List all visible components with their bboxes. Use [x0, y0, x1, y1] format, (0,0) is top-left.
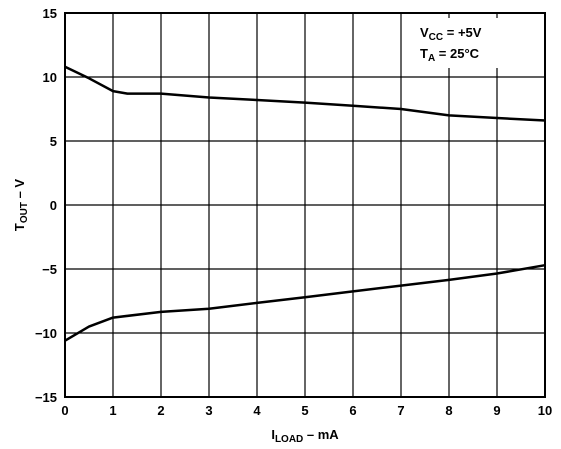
- y-tick-label: 5: [50, 134, 57, 149]
- series-line-1: [64, 65, 546, 122]
- y-tick-label: 15: [43, 6, 57, 21]
- annotation-ta-main: T: [420, 46, 428, 61]
- x-axis-label-main: I: [271, 427, 275, 442]
- x-tick-label: 7: [397, 403, 404, 418]
- annotation-ta-rest: = 25°C: [435, 46, 479, 61]
- annotation-ta: TA = 25°C: [420, 46, 480, 64]
- y-tick-label: −10: [35, 326, 57, 341]
- annotation-vcc-main: V: [420, 25, 429, 40]
- y-axis-label-rest: – V: [12, 179, 27, 202]
- y-axis-label: TOUT – V: [12, 179, 30, 232]
- y-axis-label-sub: OUT: [19, 202, 30, 223]
- y-tick-label: −5: [42, 262, 57, 277]
- x-tick-label: 4: [253, 403, 261, 418]
- annotation-box: [416, 18, 540, 68]
- x-axis-label-rest: – mA: [303, 427, 339, 442]
- y-tick-label: 0: [50, 198, 57, 213]
- y-tick-label: −15: [35, 390, 57, 405]
- annotation-vcc: VCC = +5V: [420, 25, 482, 43]
- annotation-ta-sub: A: [428, 53, 435, 64]
- x-tick-label: 6: [349, 403, 356, 418]
- x-tick-label: 1: [109, 403, 116, 418]
- plot-frame: [64, 12, 546, 398]
- grid: [65, 13, 545, 397]
- annotation-vcc-rest: = +5V: [443, 25, 482, 40]
- x-tick-label: 8: [445, 403, 452, 418]
- x-tick-label: 0: [61, 403, 68, 418]
- x-tick-label: 10: [538, 403, 552, 418]
- y-tick-labels: 15 10 5 0 −5 −10 −15: [35, 6, 57, 405]
- x-axis-label: ILOAD – mA: [271, 427, 339, 445]
- x-tick-label: 3: [205, 403, 212, 418]
- x-tick-labels: 0 1 2 3 4 5 6 7 8 9 10: [61, 403, 552, 418]
- y-axis-label-main: T: [12, 223, 27, 231]
- curves: [64, 65, 546, 342]
- x-axis-label-sub: LOAD: [275, 434, 303, 445]
- x-tick-label: 9: [493, 403, 500, 418]
- series-line-2: [64, 263, 546, 342]
- x-tick-label: 2: [157, 403, 164, 418]
- annotation-vcc-sub: CC: [429, 32, 443, 43]
- y-tick-label: 10: [43, 70, 57, 85]
- x-tick-label: 5: [301, 403, 308, 418]
